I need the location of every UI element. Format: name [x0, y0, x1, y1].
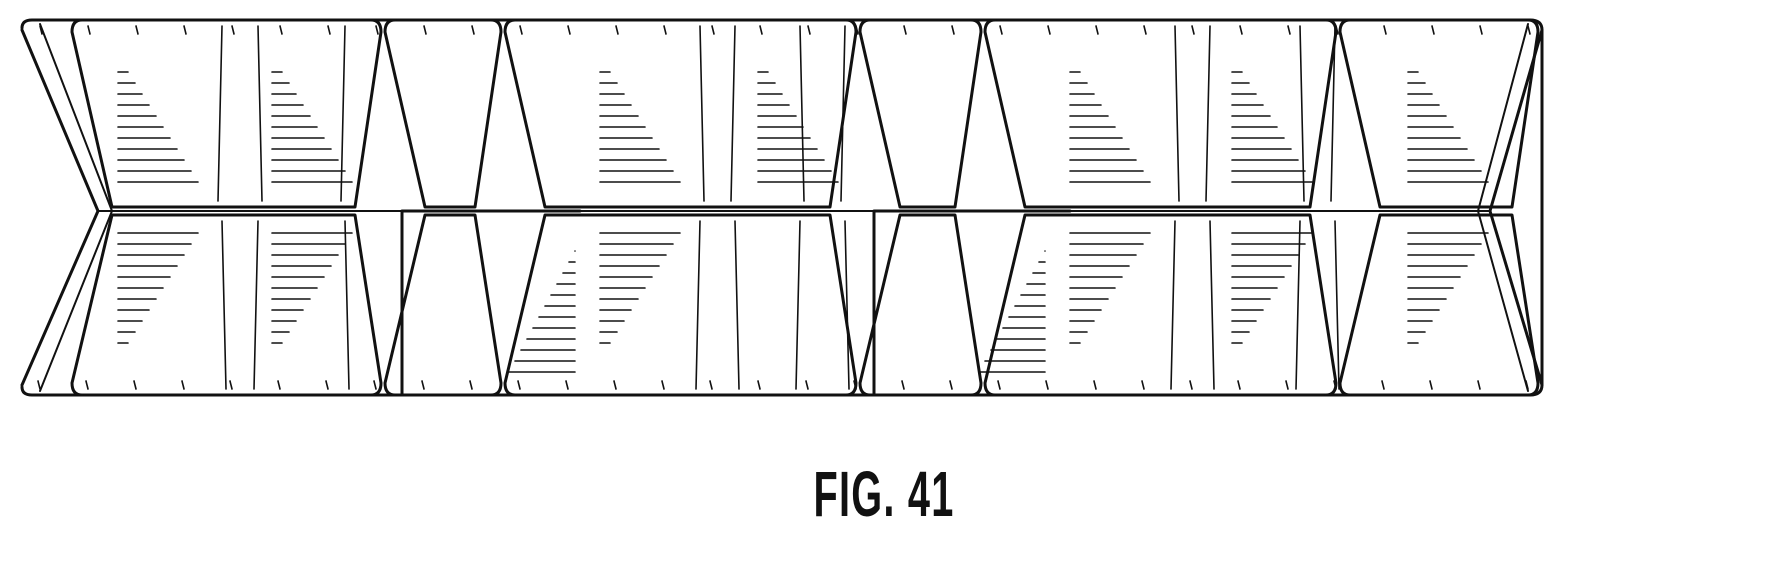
- bottom-panel-outline-4: [860, 215, 981, 395]
- top-edge-tick-1000: [1000, 26, 1002, 34]
- top-edge-tick-88: [88, 26, 90, 34]
- bottom-vertical-seam-5: [735, 221, 739, 389]
- bottom-edge-tick-1096: [1094, 381, 1096, 389]
- top-edge-tick-424: [424, 26, 426, 34]
- top-edge-tick-472: [472, 26, 474, 34]
- bottom-edge-tick-1384: [1382, 381, 1384, 389]
- top-edge-tick-1528: [1528, 26, 1530, 34]
- bottom-edge-tick-280: [278, 381, 280, 389]
- bottom-edge-tick-424: [422, 381, 424, 389]
- bottom-edge-tick-808: [806, 381, 808, 389]
- inset-panel-left: [402, 211, 580, 395]
- top-edge-tick-1096: [1096, 26, 1098, 34]
- top-edge-tick-1384: [1384, 26, 1386, 34]
- top-panel-outline-1: [72, 20, 381, 207]
- top-vertical-seam-2: [258, 26, 262, 201]
- top-vertical-seam-8: [1175, 26, 1179, 201]
- bottom-vertical-seam-4: [696, 221, 700, 389]
- panel-outline-layer: [22, 20, 1542, 395]
- bottom-edge-tick-376: [374, 381, 376, 389]
- bottom-vertical-seam-9: [1210, 221, 1214, 389]
- bottom-vertical-seam-7: [845, 221, 849, 389]
- top-edge-tick-280: [280, 26, 282, 34]
- bottom-edge-tick-1048: [1046, 381, 1048, 389]
- bottom-edge-tick-184: [182, 381, 184, 389]
- top-edge-tick-184: [184, 26, 186, 34]
- inset-panel-right: [874, 211, 1070, 395]
- top-vertical-seam-1: [218, 26, 222, 201]
- bottom-panel-outline-3: [505, 215, 856, 395]
- top-edge-tick-760: [760, 26, 762, 34]
- top-edge-tick-1048: [1048, 26, 1050, 34]
- bottom-edge-tick-568: [566, 381, 568, 389]
- bottom-edge-tick-1288: [1286, 381, 1288, 389]
- bottom-edge-tick-472: [470, 381, 472, 389]
- top-edge-tick-1432: [1432, 26, 1434, 34]
- top-edge-tick-1192: [1192, 26, 1194, 34]
- bottom-edge-tick-1240: [1238, 381, 1240, 389]
- top-vertical-seam-9: [1206, 26, 1210, 201]
- top-edge-tick-568: [568, 26, 570, 34]
- bottom-vertical-seam-10: [1296, 221, 1300, 389]
- bottom-panel-outline-5: [985, 215, 1336, 395]
- bottom-vertical-seam-8: [1171, 221, 1175, 389]
- top-panel-outline-6: [1340, 20, 1538, 207]
- bottom-edge-tick-616: [614, 381, 616, 389]
- top-vertical-seam-3: [341, 26, 345, 201]
- bottom-vertical-seam-2: [254, 221, 258, 389]
- top-edge-tick-1144: [1144, 26, 1146, 34]
- top-edge-tick-808: [808, 26, 810, 34]
- bottom-edge-tick-328: [326, 381, 328, 389]
- bottom-edge-tick-664: [662, 381, 664, 389]
- bottom-vertical-seam-6: [796, 221, 800, 389]
- left-chevron-inner-edge: [40, 24, 112, 391]
- top-edge-tick-232: [232, 26, 234, 34]
- bottom-edge-tick-1000: [998, 381, 1000, 389]
- bottom-edge-tick-232: [230, 381, 232, 389]
- folded-panel-assembly-drawing: [0, 0, 1768, 460]
- top-edge-tick-328: [328, 26, 330, 34]
- bottom-panel-outline-1: [72, 215, 381, 395]
- bottom-edge-tick-136: [134, 381, 136, 389]
- bottom-vertical-seam-11: [1335, 221, 1339, 389]
- top-edge-tick-520: [520, 26, 522, 34]
- bottom-edge-tick-760: [758, 381, 760, 389]
- top-vertical-seam-10: [1300, 26, 1304, 201]
- top-edge-tick-1288: [1288, 26, 1290, 34]
- top-edge-tick-712: [712, 26, 714, 34]
- top-vertical-seam-6: [800, 26, 804, 201]
- bottom-edge-tick-40: [38, 381, 40, 389]
- left-chevron-edge: [22, 30, 98, 385]
- top-panel-outline-2: [385, 20, 501, 207]
- bottom-edge-tick-904: [902, 381, 904, 389]
- bottom-edge-tick-1432: [1430, 381, 1432, 389]
- bottom-panel-outline-6: [1340, 215, 1538, 395]
- top-edge-tick-136: [136, 26, 138, 34]
- top-edge-tick-1240: [1240, 26, 1242, 34]
- top-edge-tick-616: [616, 26, 618, 34]
- top-panel-outline-4: [860, 20, 981, 207]
- top-edge-tick-952: [952, 26, 954, 34]
- top-panel-outline-5: [985, 20, 1336, 207]
- top-vertical-seam-4: [700, 26, 704, 201]
- bottom-vertical-seam-3: [345, 221, 349, 389]
- bottom-edge-tick-952: [950, 381, 952, 389]
- top-edge-tick-376: [376, 26, 378, 34]
- bottom-edge-tick-1192: [1190, 381, 1192, 389]
- bottom-edge-tick-712: [710, 381, 712, 389]
- top-edge-tick-904: [904, 26, 906, 34]
- bottom-edge-tick-1144: [1142, 381, 1144, 389]
- top-edge-tick-1480: [1480, 26, 1482, 34]
- bottom-edge-tick-88: [86, 381, 88, 389]
- bottom-edge-tick-520: [518, 381, 520, 389]
- bottom-edge-tick-1480: [1478, 381, 1480, 389]
- top-vertical-seam-5: [731, 26, 735, 201]
- figure-label: FIG. 41: [336, 462, 1432, 526]
- bottom-vertical-seam-1: [222, 221, 226, 389]
- top-edge-tick-664: [664, 26, 666, 34]
